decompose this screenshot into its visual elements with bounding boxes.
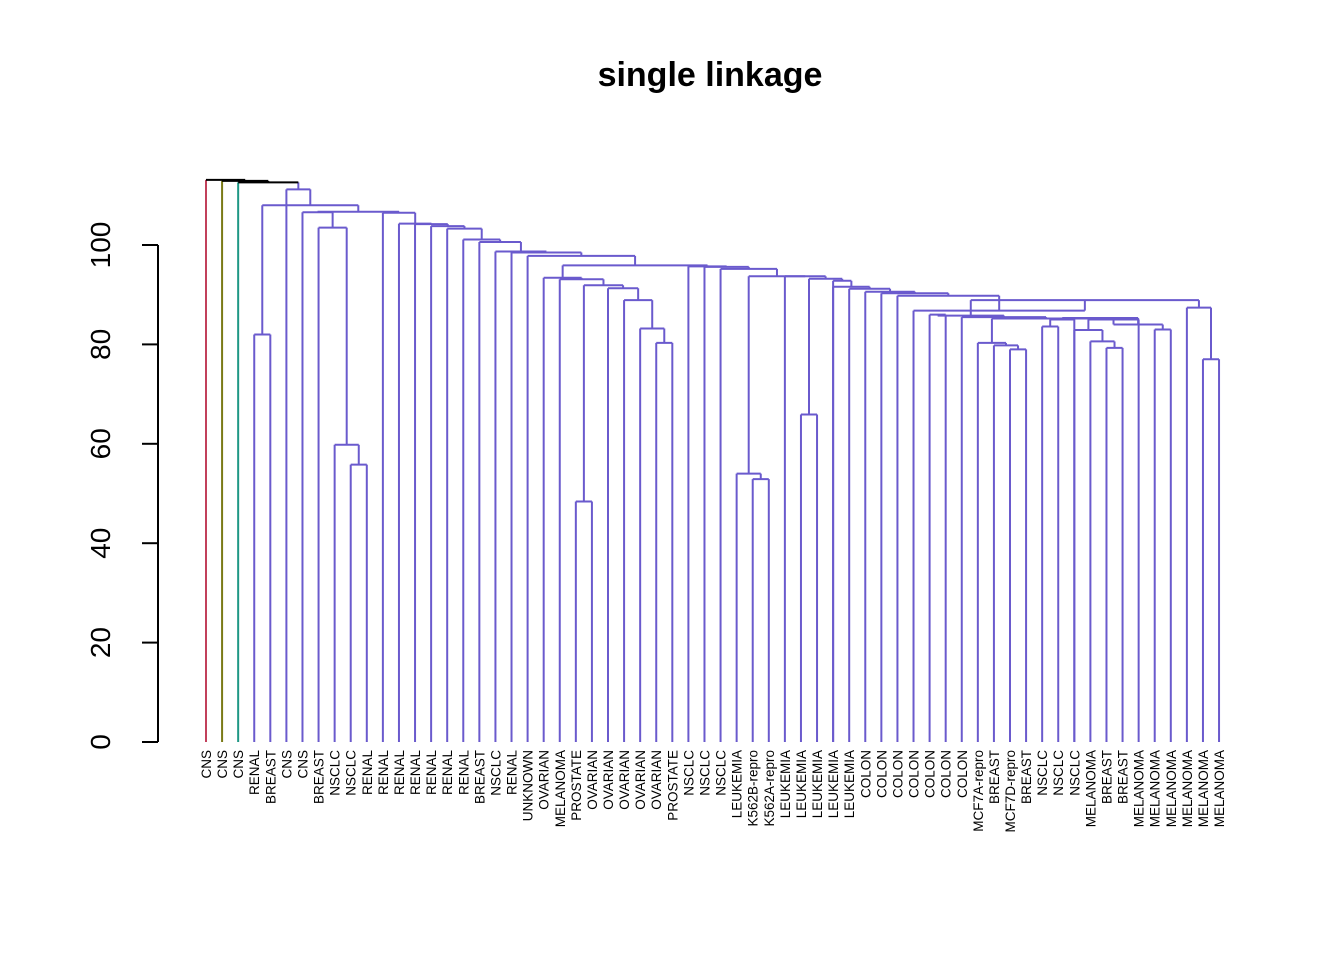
leaf-label: COLON (858, 750, 873, 798)
y-tick-label: 40 (85, 528, 116, 559)
leaf-label: RENAL (440, 750, 455, 796)
leaf-label: OVARIAN (601, 750, 616, 810)
leaf-label: RENAL (376, 750, 391, 796)
leaf-label: MELANOMA (553, 750, 568, 827)
leaf-label: CNS (279, 750, 294, 779)
leaf-label: OVARIAN (585, 750, 600, 810)
leaf-label: LEUKEMIA (826, 750, 841, 818)
leaf-label: CNS (231, 750, 246, 779)
leaf-label: NSCLC (681, 750, 696, 796)
leaf-label: NSCLC (488, 750, 503, 796)
leaf-label: NSCLC (344, 750, 359, 796)
leaf-label: MELANOMA (1212, 750, 1227, 827)
leaf-label: COLON (907, 750, 922, 798)
leaf-label: BREAST (472, 750, 487, 804)
dendrogram-links (205, 178, 1221, 742)
leaf-label: NSCLC (1067, 750, 1082, 796)
leaf-label: OVARIAN (537, 750, 552, 810)
leaf-label: COLON (939, 750, 954, 798)
leaf-label: LEUKEMIA (730, 750, 745, 818)
leaf-label: MCF7D-repro (1003, 750, 1018, 833)
leaf-label: BREAST (987, 750, 1002, 804)
leaf-label: BREAST (263, 750, 278, 804)
leaf-label: MELANOMA (1132, 750, 1147, 827)
leaf-label: NSCLC (714, 750, 729, 796)
y-tick-label: 20 (85, 627, 116, 658)
y-tick-label: 60 (85, 428, 116, 459)
leaf-label: RENAL (247, 750, 262, 796)
leaf-label: PROSTATE (569, 750, 584, 821)
y-tick-label: 80 (85, 329, 116, 360)
leaf-label: RENAL (360, 750, 375, 796)
leaf-label: OVARIAN (649, 750, 664, 810)
leaf-label: K562B-repro (746, 750, 761, 827)
leaf-label: MELANOMA (1083, 750, 1098, 827)
leaf-label: RENAL (408, 750, 423, 796)
leaf-label: OVARIAN (633, 750, 648, 810)
leaf-label: MELANOMA (1164, 750, 1179, 827)
leaf-label: NSCLC (1035, 750, 1050, 796)
y-axis: 0 20 40 60 80 100 (85, 222, 159, 750)
leaf-label: RENAL (505, 750, 520, 796)
leaf-label: COLON (874, 750, 889, 798)
leaf-label: LEUKEMIA (842, 750, 857, 818)
y-tick-label: 0 (85, 734, 116, 750)
leaf-label: RENAL (456, 750, 471, 796)
leaf-labels: CNS CNS CNS RENAL BREAST CNS CNS BREAST NSCLC NSC… (199, 750, 1227, 833)
chart-title: single linkage (597, 56, 823, 94)
leaf-label: BREAST (1116, 750, 1131, 804)
leaf-label: LEUKEMIA (794, 750, 809, 818)
leaf-label: MELANOMA (1148, 750, 1163, 827)
leaf-label: NSCLC (1051, 750, 1066, 796)
leaf-label: COLON (955, 750, 970, 798)
leaf-label: MELANOMA (1196, 750, 1211, 827)
leaf-label: RENAL (392, 750, 407, 796)
leaf-label: PROSTATE (665, 750, 680, 821)
leaf-label: CNS (199, 750, 214, 779)
leaf-label: NSCLC (697, 750, 712, 796)
leaf-label: RENAL (424, 750, 439, 796)
leaf-label: CNS (295, 750, 310, 779)
leaf-label: BREAST (1099, 750, 1114, 804)
leaf-label: COLON (923, 750, 938, 798)
leaf-label: CNS (215, 750, 230, 779)
y-tick-label: 100 (85, 222, 116, 269)
leaf-label: MCF7A-repro (971, 750, 986, 832)
leaf-label: BREAST (1019, 750, 1034, 804)
leaf-label: NSCLC (328, 750, 343, 796)
leaf-label: K562A-repro (762, 750, 777, 827)
leaf-label: LEUKEMIA (810, 750, 825, 818)
leaf-label: LEUKEMIA (778, 750, 793, 818)
leaf-label: COLON (890, 750, 905, 798)
leaf-label: UNKNOWN (521, 750, 536, 821)
leaf-label: MELANOMA (1180, 750, 1195, 827)
leaf-label: BREAST (312, 750, 327, 804)
leaf-label: OVARIAN (617, 750, 632, 810)
